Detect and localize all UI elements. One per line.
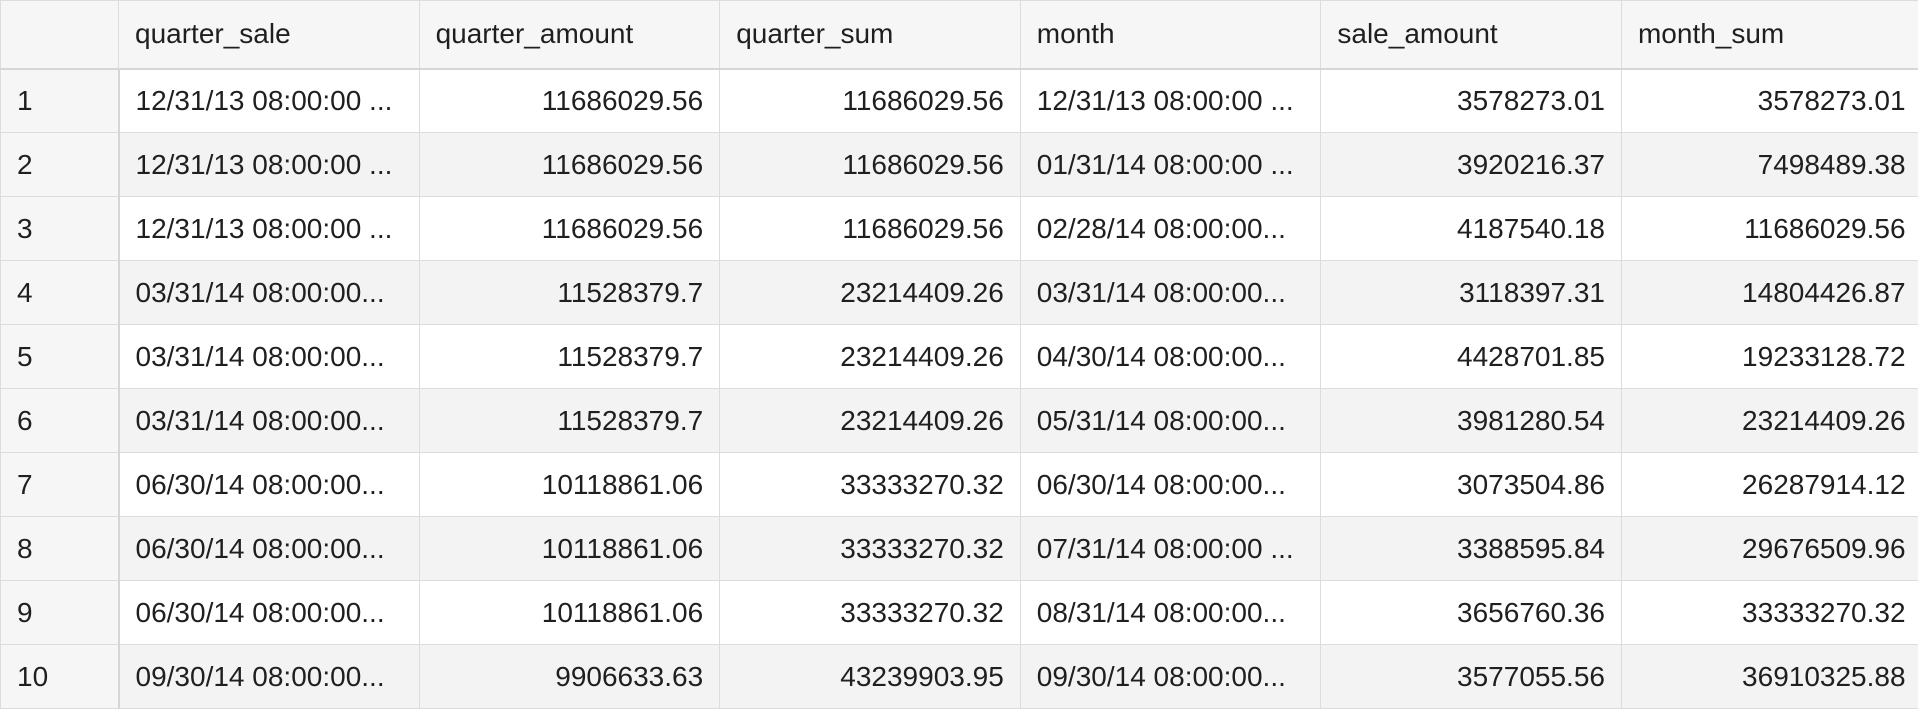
cell-sale-amount[interactable]: 4428701.85 <box>1320 324 1622 389</box>
cell-month-sum[interactable]: 26287914.12 <box>1620 452 1918 517</box>
table-row[interactable]: 4 03/31/14 08:00:00... 11528379.7 23214409.… <box>0 260 1918 325</box>
table-row[interactable]: 9 06/30/14 08:00:00... 10118861.06 33333270… <box>0 580 1918 645</box>
cell-quarter-sum[interactable]: 11686029.56 <box>719 132 1021 197</box>
cell-quarter-amount[interactable]: 11528379.7 <box>418 388 721 453</box>
cell-sale-amount[interactable]: 3981280.54 <box>1320 388 1622 453</box>
cell-month[interactable]: 03/31/14 08:00:00... <box>1019 260 1322 325</box>
cell-month[interactable]: 06/30/14 08:00:00... <box>1019 452 1322 517</box>
column-header-month-sum[interactable]: month_sum <box>1620 0 1918 70</box>
cell-quarter-sale[interactable]: 06/30/14 08:00:00... <box>118 516 420 581</box>
cell-month[interactable]: 05/31/14 08:00:00... <box>1019 388 1322 453</box>
header-row: quarter_sale quarter_amount quarter_sum … <box>0 0 1918 70</box>
cell-quarter-sum[interactable]: 33333270.32 <box>719 580 1021 645</box>
cell-quarter-sum[interactable]: 11686029.56 <box>719 68 1021 133</box>
cell-sale-amount[interactable]: 3656760.36 <box>1320 580 1622 645</box>
cell-sale-amount[interactable]: 3577055.56 <box>1320 644 1622 709</box>
cell-quarter-sum[interactable]: 23214409.26 <box>719 324 1021 389</box>
cell-quarter-amount[interactable]: 11528379.7 <box>418 324 721 389</box>
cell-sale-amount[interactable]: 3920216.37 <box>1320 132 1622 197</box>
cell-month-sum[interactable]: 3578273.01 <box>1620 68 1918 133</box>
cell-quarter-sale[interactable]: 09/30/14 08:00:00... <box>118 644 420 709</box>
cell-sale-amount[interactable]: 3388595.84 <box>1320 516 1622 581</box>
cell-quarter-sale[interactable]: 03/31/14 08:00:00... <box>118 260 420 325</box>
table-row[interactable]: 7 06/30/14 08:00:00... 10118861.06 33333270… <box>0 452 1918 517</box>
table-row[interactable]: 1 12/31/13 08:00:00 ... 11686029.56 1168602… <box>0 68 1918 133</box>
cell-quarter-amount[interactable]: 11686029.56 <box>418 132 721 197</box>
cell-quarter-amount[interactable]: 9906633.63 <box>418 644 721 709</box>
cell-month-sum[interactable]: 33333270.32 <box>1620 580 1918 645</box>
table-row[interactable]: 8 06/30/14 08:00:00... 10118861.06 33333270… <box>0 516 1918 581</box>
cell-month[interactable]: 08/31/14 08:00:00... <box>1019 580 1322 645</box>
cell-quarter-sale[interactable]: 12/31/13 08:00:00 ... <box>118 196 420 261</box>
cell-quarter-sale[interactable]: 12/31/13 08:00:00 ... <box>118 68 420 133</box>
column-header-quarter-sale[interactable]: quarter_sale <box>118 0 420 70</box>
cell-quarter-amount[interactable]: 10118861.06 <box>418 516 721 581</box>
cell-quarter-amount[interactable]: 10118861.06 <box>418 452 721 517</box>
cell-quarter-sale[interactable]: 03/31/14 08:00:00... <box>118 324 420 389</box>
column-header-quarter-amount[interactable]: quarter_amount <box>418 0 721 70</box>
cell-quarter-sale[interactable]: 03/31/14 08:00:00... <box>118 388 420 453</box>
cell-month-sum[interactable]: 23214409.26 <box>1620 388 1918 453</box>
row-index-cell[interactable]: 5 <box>0 324 120 389</box>
table-row[interactable]: 3 12/31/13 08:00:00 ... 11686029.56 1168602… <box>0 196 1918 261</box>
cell-quarter-sale[interactable]: 06/30/14 08:00:00... <box>118 452 420 517</box>
cell-quarter-sum[interactable]: 43239903.95 <box>719 644 1021 709</box>
cell-sale-amount[interactable]: 3578273.01 <box>1320 68 1622 133</box>
cell-month[interactable]: 04/30/14 08:00:00... <box>1019 324 1322 389</box>
cell-month-sum[interactable]: 14804426.87 <box>1620 260 1918 325</box>
cell-quarter-amount[interactable]: 11528379.7 <box>418 260 721 325</box>
cell-sale-amount[interactable]: 4187540.18 <box>1320 196 1622 261</box>
table-row[interactable]: 2 12/31/13 08:00:00 ... 11686029.56 1168602… <box>0 132 1918 197</box>
cell-quarter-sum[interactable]: 33333270.32 <box>719 516 1021 581</box>
cell-quarter-amount[interactable]: 11686029.56 <box>418 68 721 133</box>
row-index-cell[interactable]: 8 <box>0 516 120 581</box>
cell-month-sum[interactable]: 29676509.96 <box>1620 516 1918 581</box>
corner-header-cell[interactable] <box>0 0 119 70</box>
cell-month-sum[interactable]: 19233128.72 <box>1620 324 1918 389</box>
table-row[interactable]: 10 09/30/14 08:00:00... 9906633.63 43239903… <box>0 644 1918 709</box>
row-index-cell[interactable]: 6 <box>0 388 120 453</box>
cell-sale-amount[interactable]: 3073504.86 <box>1320 452 1622 517</box>
cell-sale-amount[interactable]: 3118397.31 <box>1320 260 1622 325</box>
cell-quarter-sum[interactable]: 23214409.26 <box>719 388 1021 453</box>
cell-quarter-sum[interactable]: 33333270.32 <box>719 452 1021 517</box>
cell-quarter-amount[interactable]: 11686029.56 <box>418 196 721 261</box>
column-header-sale-amount[interactable]: sale_amount <box>1320 0 1622 70</box>
column-header-quarter-sum[interactable]: quarter_sum <box>719 0 1021 70</box>
cell-month[interactable]: 02/28/14 08:00:00... <box>1019 196 1322 261</box>
table-row[interactable]: 6 03/31/14 08:00:00... 11528379.7 23214409.… <box>0 388 1918 453</box>
row-index-cell[interactable]: 4 <box>0 260 120 325</box>
cell-month[interactable]: 09/30/14 08:00:00... <box>1019 644 1322 709</box>
row-index-cell[interactable]: 1 <box>0 68 120 133</box>
row-index-cell[interactable]: 3 <box>0 196 120 261</box>
column-header-month[interactable]: month <box>1019 0 1322 70</box>
cell-month-sum[interactable]: 36910325.88 <box>1620 644 1918 709</box>
cell-month[interactable]: 12/31/13 08:00:00 ... <box>1019 68 1322 133</box>
cell-quarter-sum[interactable]: 11686029.56 <box>719 196 1021 261</box>
cell-month-sum[interactable]: 7498489.38 <box>1620 132 1918 197</box>
row-index-cell[interactable]: 2 <box>0 132 120 197</box>
cell-quarter-sale[interactable]: 06/30/14 08:00:00... <box>118 580 420 645</box>
cell-quarter-sum[interactable]: 23214409.26 <box>719 260 1021 325</box>
row-index-cell[interactable]: 10 <box>0 644 120 709</box>
table-row[interactable]: 5 03/31/14 08:00:00... 11528379.7 23214409.… <box>0 324 1918 389</box>
cell-quarter-amount[interactable]: 10118861.06 <box>418 580 721 645</box>
cell-month[interactable]: 01/31/14 08:00:00 ... <box>1019 132 1322 197</box>
row-index-cell[interactable]: 9 <box>0 580 120 645</box>
row-index-cell[interactable]: 7 <box>0 452 120 517</box>
cell-quarter-sale[interactable]: 12/31/13 08:00:00 ... <box>118 132 420 197</box>
cell-month-sum[interactable]: 11686029.56 <box>1620 196 1918 261</box>
cell-month[interactable]: 07/31/14 08:00:00 ... <box>1019 516 1322 581</box>
